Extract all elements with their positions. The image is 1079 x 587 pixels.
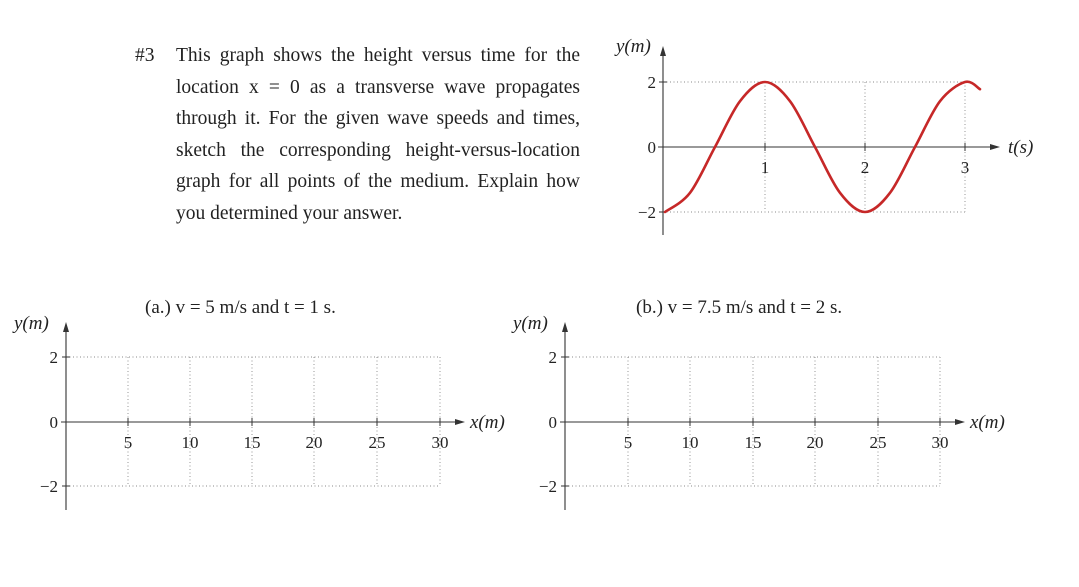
x-tick-label: 5 (124, 433, 133, 452)
series-line (663, 80, 982, 214)
grid-lines (66, 356, 441, 487)
x-axis-label: t(s) (1008, 137, 1033, 158)
y-tick-label: −2 (638, 203, 656, 222)
chart-caption-a: (a.) v = 5 m/s and t = 1 s. (145, 297, 336, 318)
y-axis-arrow (63, 322, 69, 332)
y-tick-label: 0 (549, 413, 558, 432)
y-axis-arrow (562, 322, 568, 332)
x-tick-label: 20 (306, 433, 323, 452)
x-tick-label: 25 (870, 433, 887, 452)
x-axis-label: x(m) (469, 412, 505, 433)
x-axis-arrow (455, 419, 465, 425)
y-axis-label: y(m) (614, 36, 651, 57)
y-tick-label: 2 (50, 348, 59, 367)
sketch-chart-a: (a.) v = 5 m/s and t = 1 s. 5 10 15 20 2… (12, 297, 505, 510)
x-tick-label: 20 (807, 433, 824, 452)
x-tick-label: 10 (682, 433, 699, 452)
y-tick-label: 0 (648, 138, 657, 157)
problem-statement: #3 This graph shows the height versus ti… (135, 40, 580, 229)
chart-caption-b: (b.) v = 7.5 m/s and t = 2 s. (636, 297, 842, 318)
problem-text: This graph shows the height versus time … (176, 45, 580, 224)
y-tick-label: −2 (40, 477, 58, 496)
x-tick-label: 3 (961, 158, 970, 177)
y-tick-label: −2 (539, 477, 557, 496)
x-tick-label: 25 (369, 433, 386, 452)
y-tick-label: 0 (50, 413, 59, 432)
y-axis-arrow (660, 46, 666, 56)
x-tick-label: 30 (432, 433, 449, 452)
height-vs-time-chart: 1 2 3 2 0 −2 y(m) t(s) (614, 36, 1033, 235)
x-tick-label: 15 (244, 433, 261, 452)
x-tick-label: 2 (861, 158, 870, 177)
x-tick-label: 15 (745, 433, 762, 452)
grid-lines (565, 356, 941, 487)
x-tick-label: 10 (182, 433, 199, 452)
grid-lines (663, 81, 966, 213)
y-tick-label: 2 (549, 348, 558, 367)
x-tick-label: 5 (624, 433, 633, 452)
y-axis-label: y(m) (511, 313, 548, 334)
x-axis-arrow (990, 144, 1000, 150)
y-axis-label: y(m) (12, 313, 49, 334)
x-tick-label: 30 (932, 433, 949, 452)
problem-number: #3 (135, 45, 155, 66)
sketch-chart-b: (b.) v = 7.5 m/s and t = 2 s. 5 10 15 20… (511, 297, 1005, 510)
x-axis-arrow (955, 419, 965, 425)
x-axis-label: x(m) (969, 412, 1005, 433)
x-tick-label: 1 (761, 158, 770, 177)
y-tick-label: 2 (648, 73, 657, 92)
